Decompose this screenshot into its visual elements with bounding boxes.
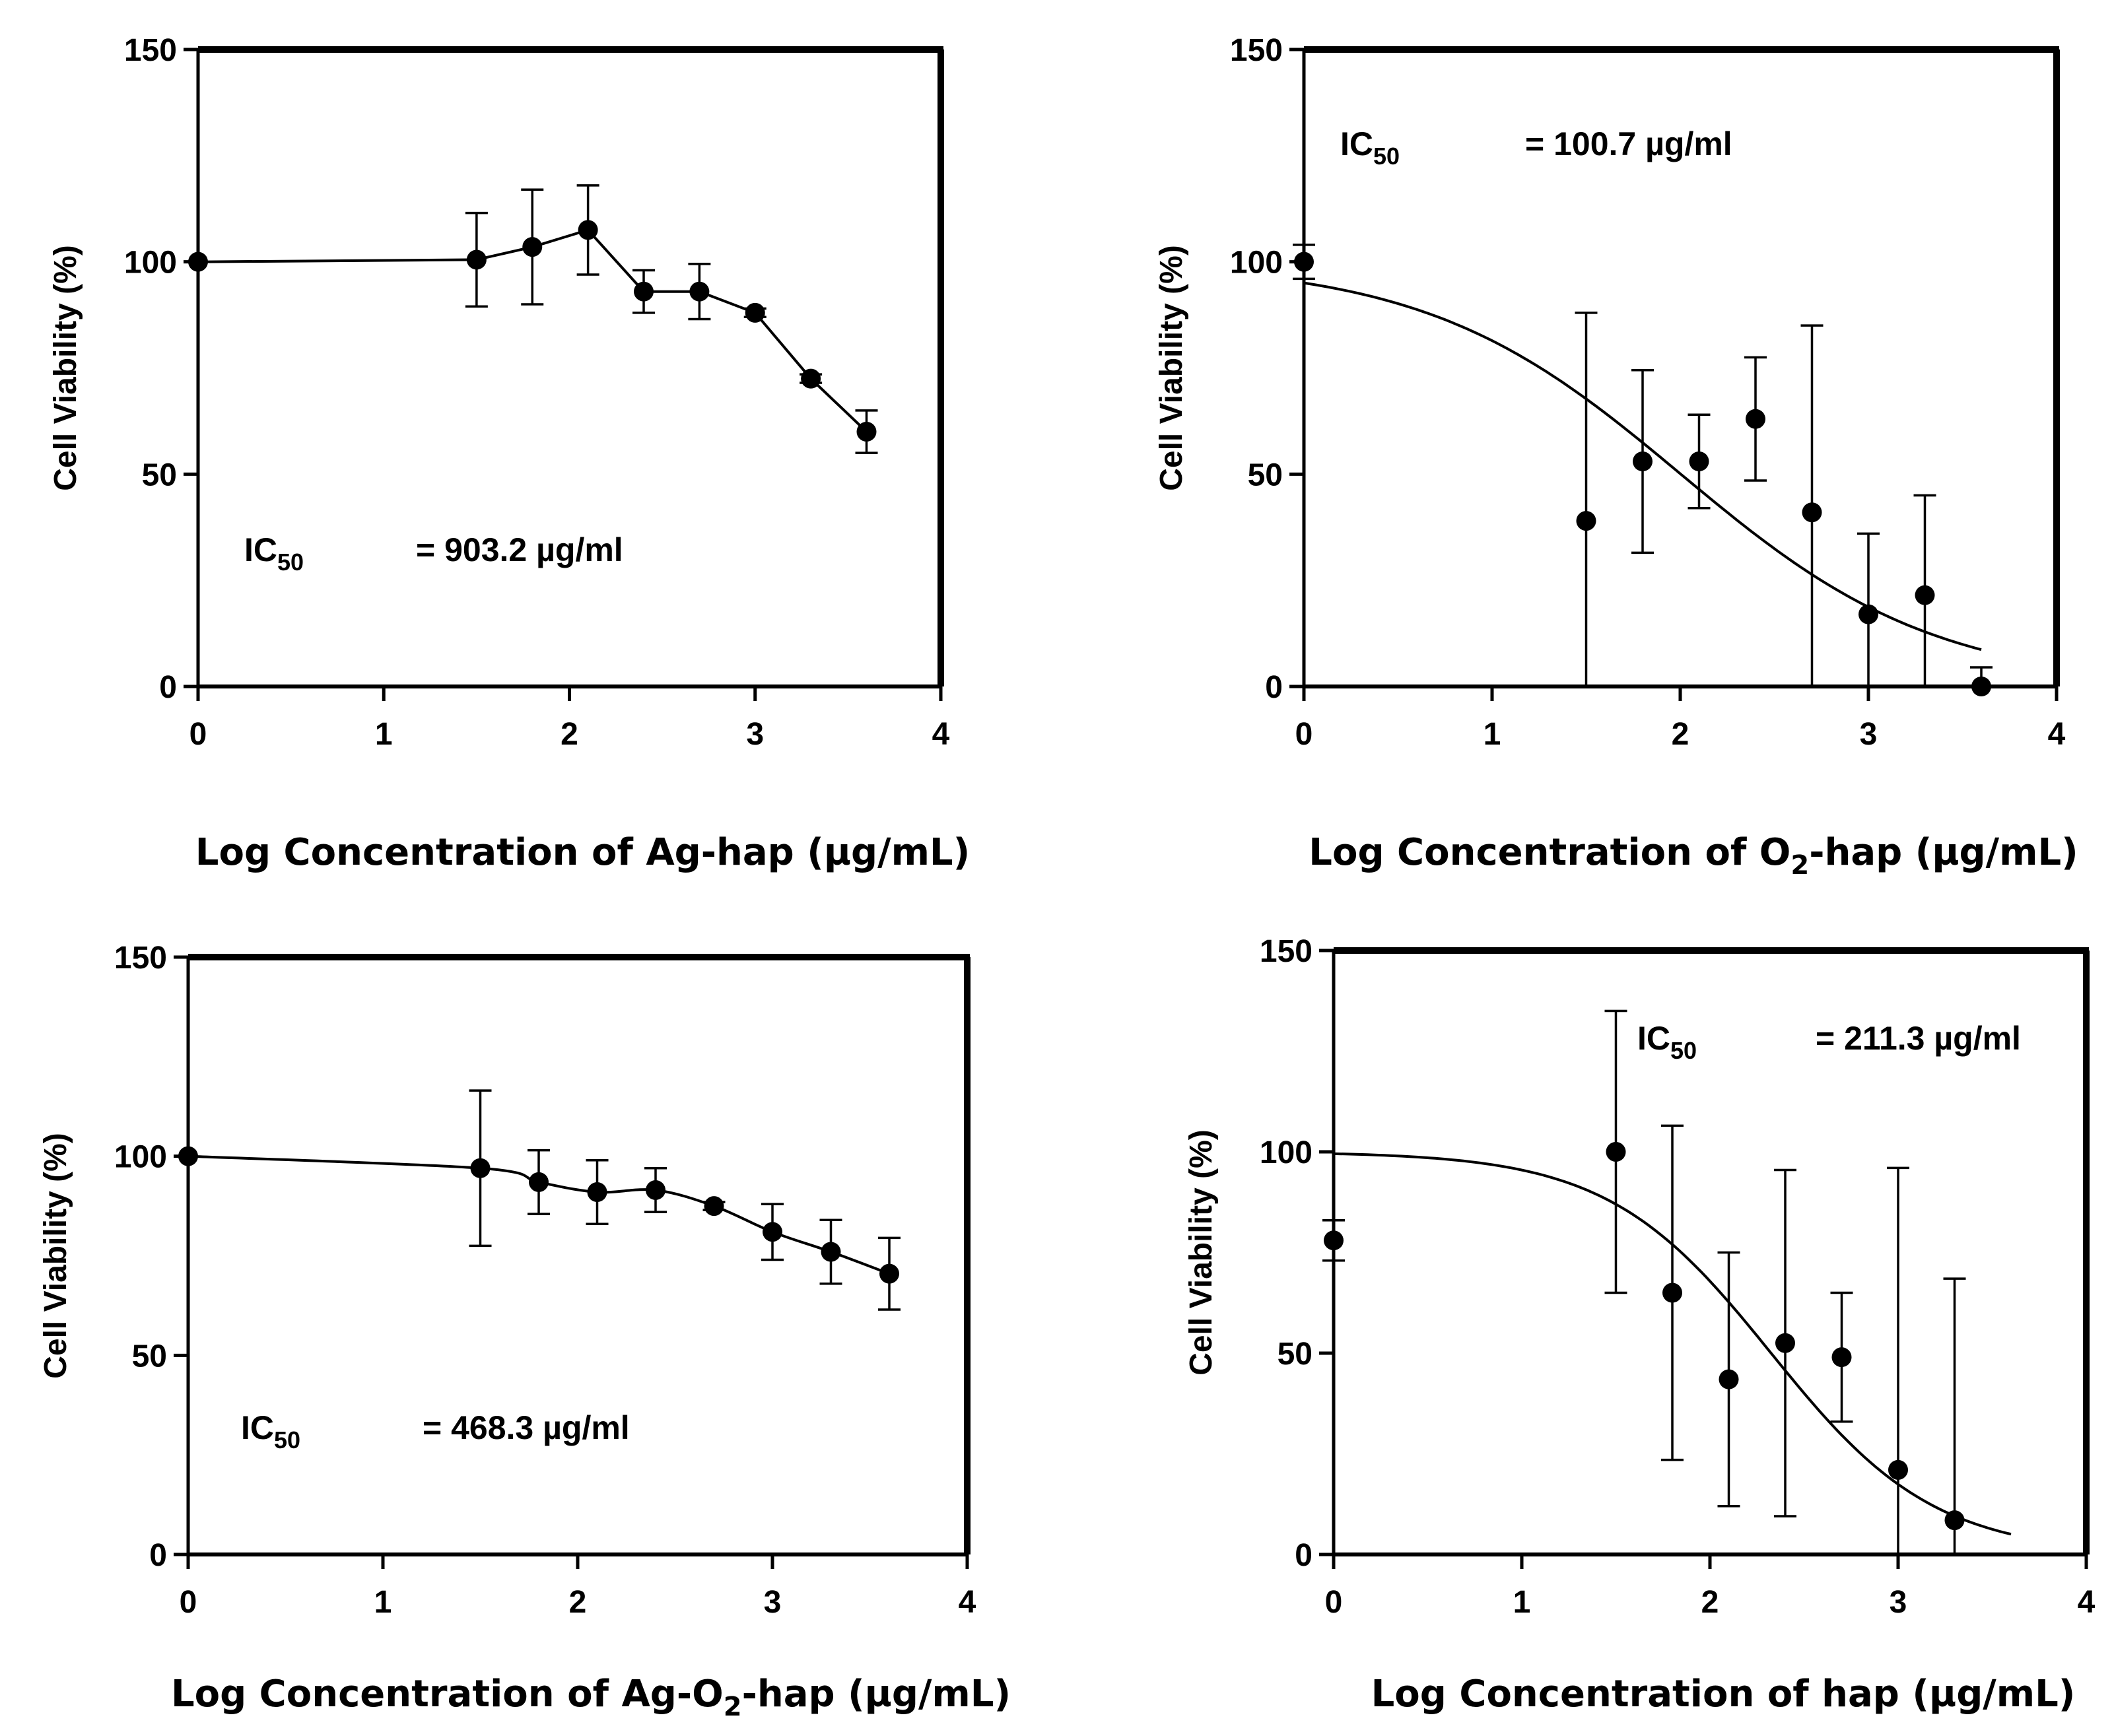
x-tick-label: 4 bbox=[2078, 1585, 2096, 1620]
data-point bbox=[745, 302, 765, 323]
y-axis-label: Cell Viability (%) bbox=[48, 245, 83, 491]
ic50-value: = 100.7 µg/ml bbox=[1525, 125, 1732, 162]
data-point bbox=[188, 251, 208, 272]
y-tick-label: 0 bbox=[149, 1538, 167, 1573]
x-tick-label: 3 bbox=[1860, 717, 1878, 752]
data-point bbox=[1775, 1333, 1795, 1353]
x-tick-label: 1 bbox=[375, 717, 393, 752]
data-point bbox=[821, 1242, 841, 1262]
data-point bbox=[470, 1158, 491, 1178]
data-point bbox=[856, 422, 877, 442]
y-axis-label: Cell Viability (%) bbox=[1184, 1129, 1219, 1376]
x-axis-label: Log Concentration of hap (µg/mL) bbox=[1371, 1673, 2076, 1716]
x-axis-label: Log Concentration of Ag-O2-hap (µg/mL) bbox=[171, 1673, 1011, 1722]
x-tick-label: 4 bbox=[932, 717, 950, 752]
data-point bbox=[578, 220, 598, 240]
data-point bbox=[646, 1180, 665, 1200]
x-tick-label: 2 bbox=[1701, 1585, 1719, 1620]
y-tick-label: 150 bbox=[114, 941, 167, 976]
x-tick-label: 4 bbox=[2048, 717, 2066, 752]
x-tick-label: 0 bbox=[1325, 1585, 1343, 1620]
x-tick-label: 0 bbox=[189, 717, 207, 752]
chart-panel-ag-hap: 0 1 2 3 4 0 50 100 150 Cell Viability (%) Log Conc… bbox=[48, 33, 970, 874]
data-point bbox=[1633, 451, 1653, 472]
data-point bbox=[634, 281, 654, 302]
ic50-label: IC50 bbox=[241, 1409, 300, 1453]
data-point bbox=[522, 237, 543, 257]
y-tick-label: 0 bbox=[1295, 1538, 1313, 1573]
y-tick-label: 100 bbox=[1260, 1135, 1313, 1170]
data-point bbox=[1719, 1369, 1739, 1389]
ic50-value: = 468.3 µg/ml bbox=[423, 1409, 630, 1446]
y-axis-label: Cell Viability (%) bbox=[38, 1133, 73, 1379]
data-point bbox=[1915, 585, 1935, 605]
data-point bbox=[1662, 1283, 1682, 1303]
ic50-label: IC50 bbox=[244, 531, 304, 576]
data-point bbox=[1971, 677, 1991, 696]
ic50-label: IC50 bbox=[1637, 1020, 1697, 1064]
chart-panel-hap: 0 1 2 3 4 0 50 100 150 Cell Viability (%) Log Conc… bbox=[1184, 934, 2096, 1716]
y-tick-label: 150 bbox=[1230, 33, 1283, 68]
y-tick-label: 150 bbox=[1260, 934, 1313, 969]
x-tick-label: 2 bbox=[569, 1585, 587, 1620]
x-tick-label: 2 bbox=[1672, 717, 1689, 752]
x-tick-label: 0 bbox=[180, 1585, 197, 1620]
data-point bbox=[879, 1263, 899, 1284]
x-tick-label: 3 bbox=[1890, 1585, 1907, 1620]
fit-curve bbox=[188, 1154, 890, 1275]
data-point bbox=[689, 281, 710, 302]
data-point bbox=[1324, 1230, 1344, 1251]
ic50-value: = 903.2 µg/ml bbox=[416, 531, 623, 568]
data-point bbox=[1888, 1459, 1908, 1480]
x-tick-label: 2 bbox=[561, 717, 578, 752]
data-point bbox=[704, 1196, 724, 1217]
data-point bbox=[1831, 1347, 1852, 1368]
x-tick-label: 1 bbox=[1483, 717, 1501, 752]
data-point bbox=[1689, 451, 1709, 472]
data-point bbox=[529, 1172, 549, 1192]
x-tick-label: 1 bbox=[1513, 1585, 1531, 1620]
ic50-value: = 211.3 µg/ml bbox=[1816, 1020, 2021, 1057]
y-tick-label: 50 bbox=[132, 1339, 167, 1374]
x-tick-label: 4 bbox=[959, 1585, 976, 1620]
y-tick-label: 150 bbox=[124, 33, 177, 68]
data-point bbox=[466, 250, 487, 270]
y-axis-label: Cell Viability (%) bbox=[1154, 245, 1189, 491]
ic50-label: IC50 bbox=[1340, 125, 1400, 170]
data-point bbox=[1746, 409, 1765, 429]
y-tick-label: 100 bbox=[114, 1140, 167, 1175]
x-axis-label: Log Concentration of Ag-hap (µg/mL) bbox=[195, 831, 970, 874]
y-tick-label: 50 bbox=[1278, 1337, 1313, 1372]
data-point bbox=[1858, 604, 1878, 624]
x-tick-label: 0 bbox=[1295, 717, 1313, 752]
data-point bbox=[801, 368, 821, 389]
data-point bbox=[178, 1146, 198, 1166]
chart-panel-o2-hap: 0 1 2 3 4 0 50 100 150 Cell Viability (%) Log Conc… bbox=[1154, 33, 2078, 881]
y-tick-label: 50 bbox=[1248, 457, 1283, 492]
data-point bbox=[587, 1182, 607, 1202]
chart-panel-ag-o2-hap: 0 1 2 3 4 0 50 100 150 Cell Viability (%) Log Conc… bbox=[38, 941, 1011, 1722]
x-axis-label: Log Concentration of O2-hap (µg/mL) bbox=[1309, 831, 2078, 881]
y-tick-label: 100 bbox=[1230, 246, 1283, 281]
data-point bbox=[763, 1222, 782, 1242]
y-tick-label: 50 bbox=[142, 457, 177, 492]
data-point bbox=[1606, 1142, 1626, 1162]
data-point bbox=[1576, 511, 1596, 531]
data-point bbox=[1944, 1510, 1965, 1531]
data-point bbox=[1294, 251, 1314, 272]
data-point bbox=[1802, 502, 1822, 523]
x-tick-label: 3 bbox=[764, 1585, 782, 1620]
y-tick-label: 100 bbox=[124, 246, 177, 281]
y-tick-label: 0 bbox=[159, 670, 177, 705]
x-tick-label: 3 bbox=[746, 717, 764, 752]
y-tick-label: 0 bbox=[1265, 670, 1283, 705]
x-tick-label: 1 bbox=[374, 1585, 392, 1620]
